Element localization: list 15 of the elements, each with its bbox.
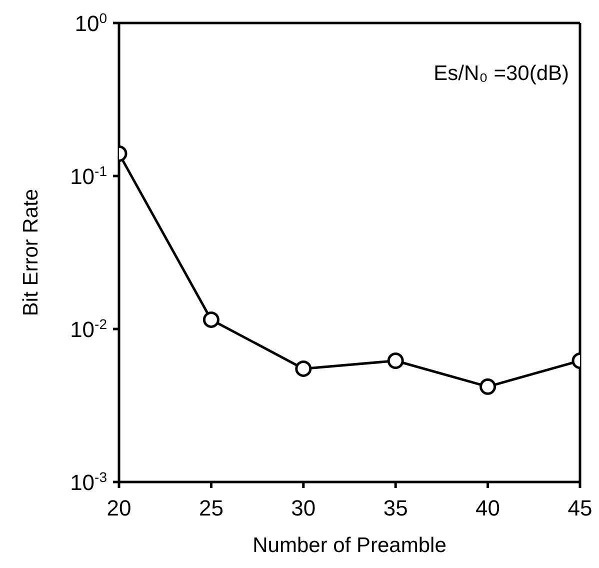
y-tick-label: 10$^{-2}$ bbox=[70, 316, 108, 342]
y-tick-label: 10$^{-1}$ bbox=[70, 163, 108, 189]
point bbox=[295, 360, 312, 377]
x-tick-label: 40 bbox=[476, 496, 500, 521]
annotation: Es/N₀ =30(dB) bbox=[434, 62, 569, 86]
x-tick-label: 20 bbox=[106, 496, 132, 521]
y-tick-label: 10$^{-3}$ bbox=[70, 469, 108, 495]
x-tick-label: 25 bbox=[198, 496, 224, 521]
y-tick-label: 10$^{0}$ bbox=[74, 10, 108, 36]
x-tick-label: 30 bbox=[291, 496, 316, 521]
x-tick-label: 35 bbox=[383, 496, 408, 521]
x-axis-title: Number of Preamble bbox=[252, 534, 446, 557]
y-axis-title: Bit Error Rate bbox=[19, 188, 42, 316]
x-tick-label: 45 bbox=[568, 496, 592, 521]
point bbox=[387, 352, 404, 370]
